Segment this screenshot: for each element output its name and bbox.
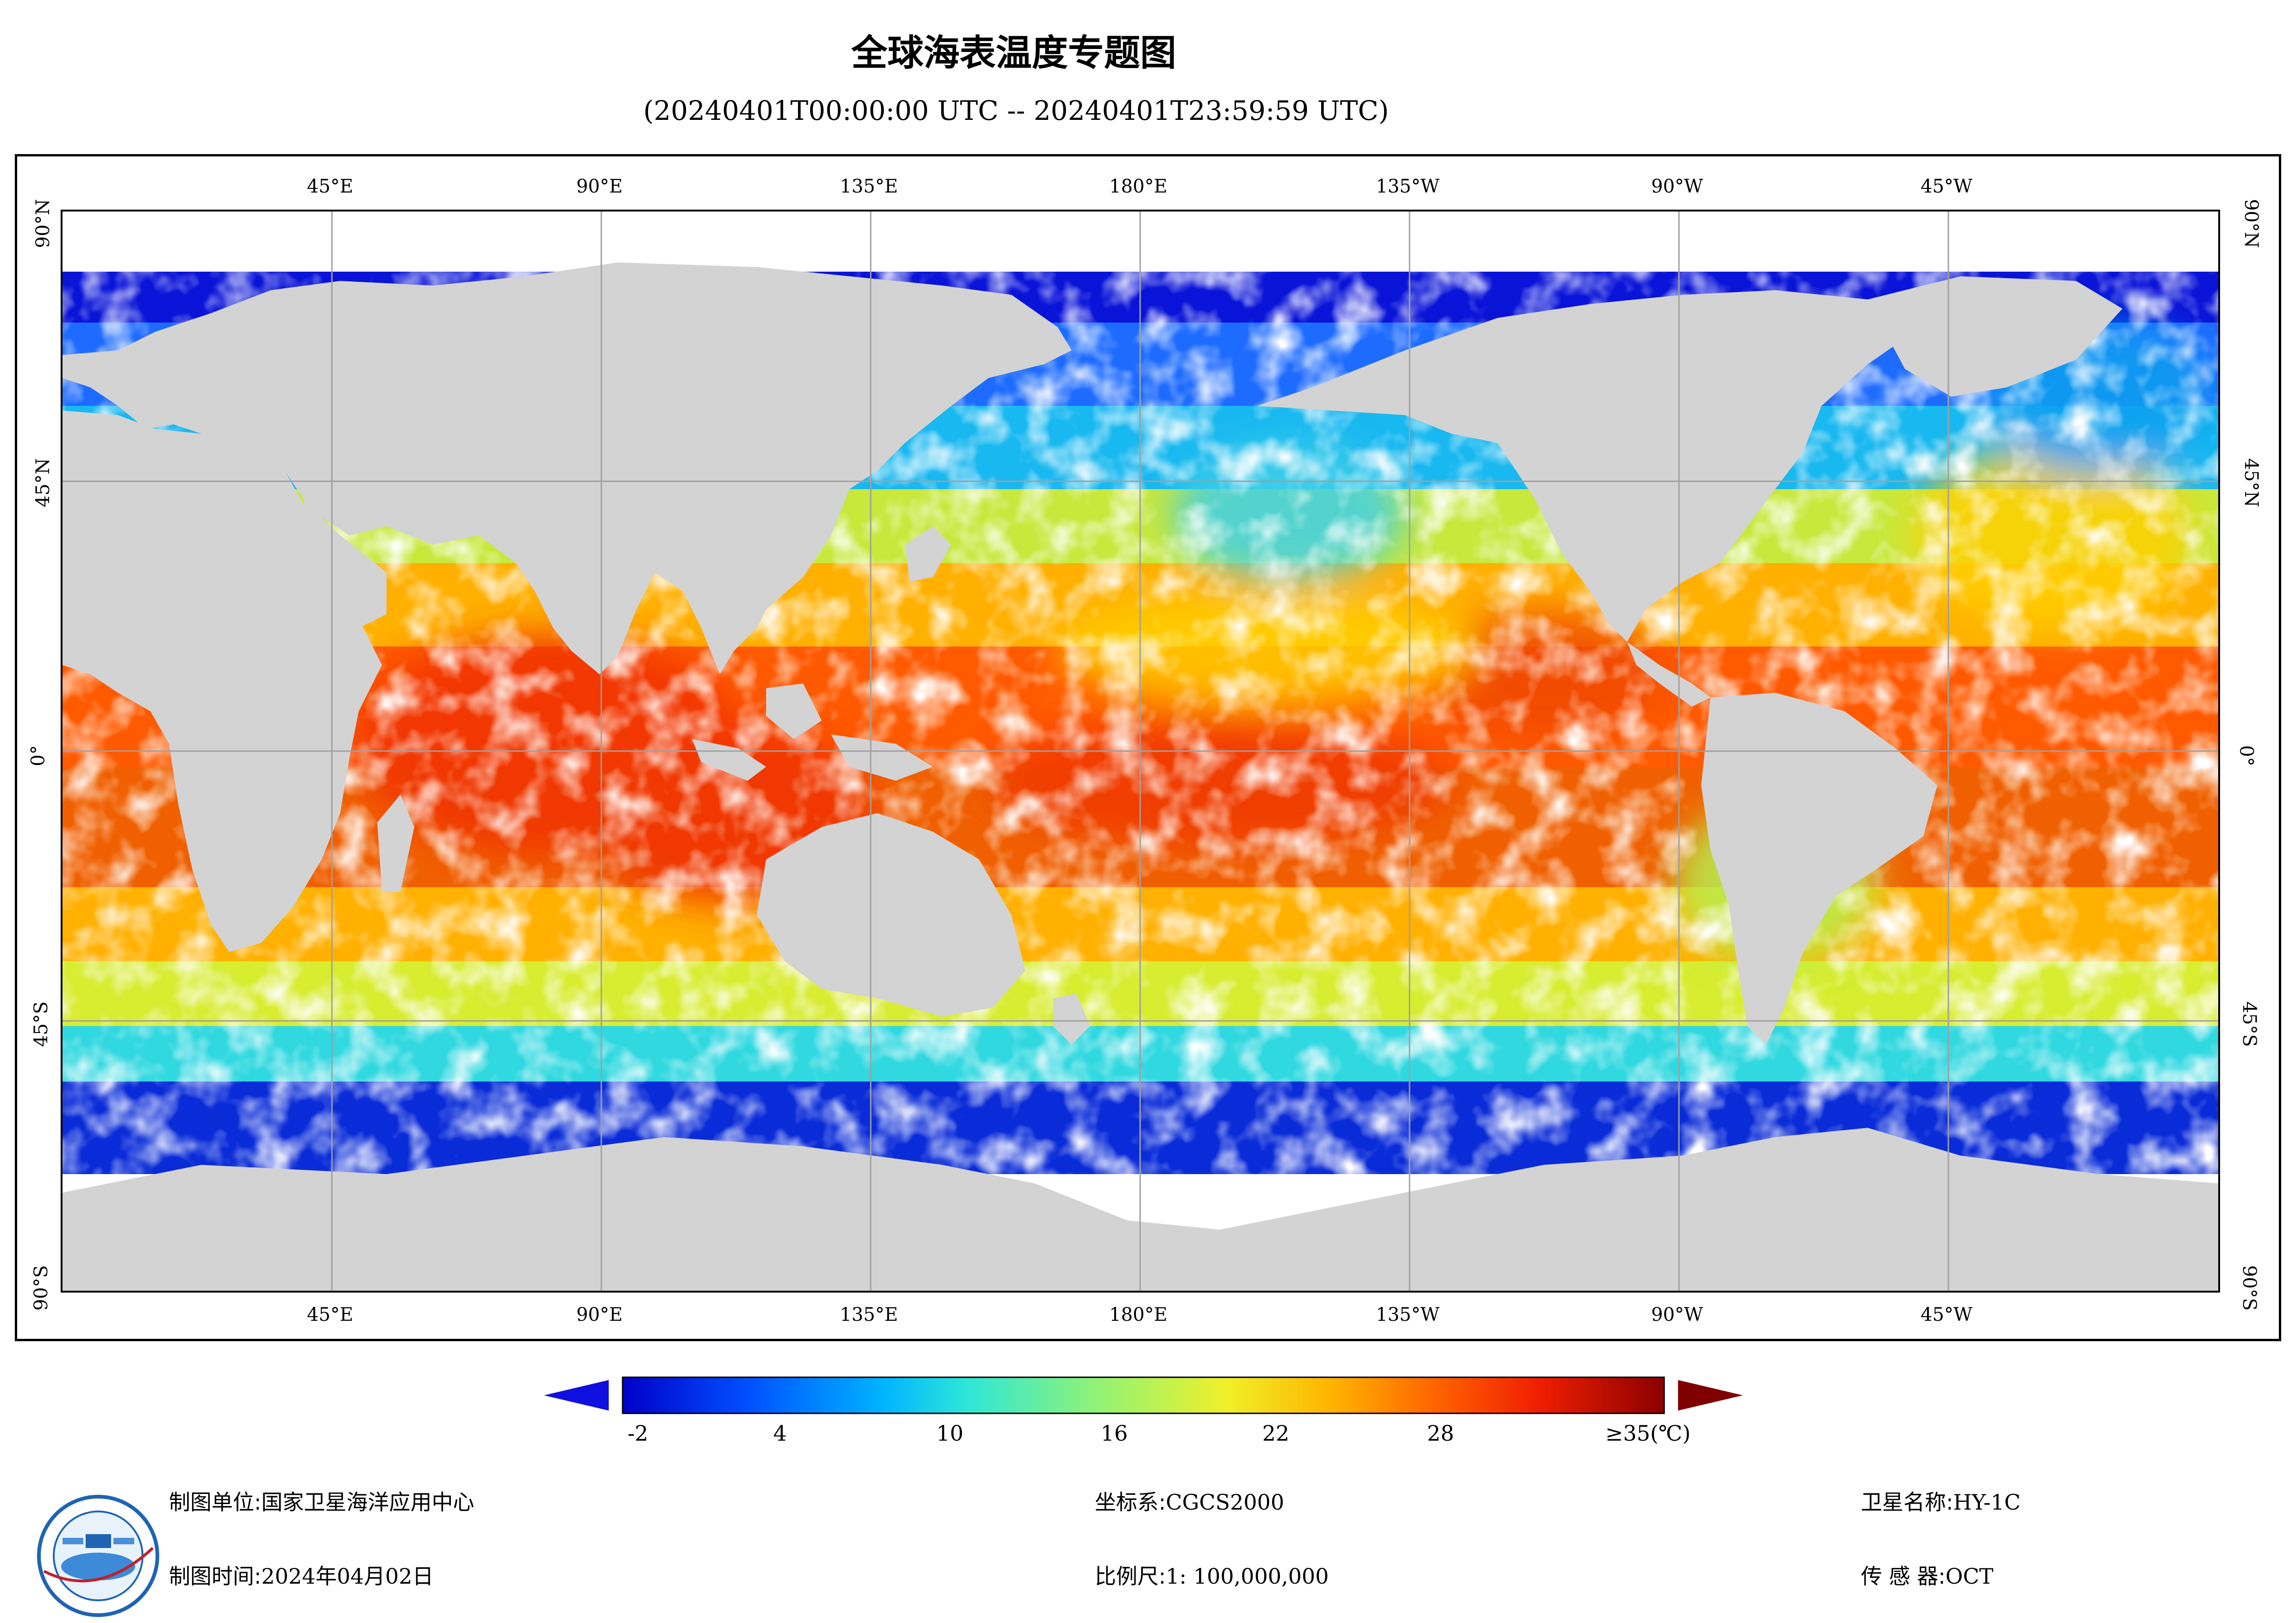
scale-label: 比例尺: — [1095, 1564, 1166, 1589]
colorbar — [544, 1376, 1743, 1414]
coordinate-system: 坐标系:CGCS2000 — [1095, 1486, 1284, 1516]
crs-label: 坐标系: — [1095, 1490, 1166, 1515]
lon-tick-top: 90°E — [576, 176, 623, 197]
colorbar-label: 10 — [936, 1421, 964, 1446]
sst-map — [61, 210, 2220, 1293]
colorbar-labels: -2 4 10 16 22 28 ≥35(℃) — [0, 1421, 2296, 1449]
lon-tick-top: 45°W — [1920, 176, 1973, 197]
lon-tick-top: 135°E — [840, 176, 898, 197]
mapping-time: 制图时间:2024年04月02日 — [169, 1560, 434, 1590]
sensor-label: 传 感 器: — [1861, 1564, 1946, 1589]
colorbar-label: 16 — [1100, 1421, 1128, 1446]
colorbar-over-arrow — [1678, 1380, 1743, 1411]
map-title: 全球海表温度专题图 — [851, 32, 1176, 74]
lat-tick-right: 45°S — [2239, 1001, 2260, 1047]
colorbar-label: -2 — [627, 1421, 649, 1446]
lon-tick-bottom: 135°E — [840, 1304, 898, 1325]
lon-tick-bottom: 45°E — [306, 1304, 354, 1325]
lon-tick-bottom: 90°E — [576, 1304, 623, 1325]
mapping-time-value: 2024年04月02日 — [261, 1564, 434, 1589]
lon-tick-top: 135°W — [1376, 176, 1440, 197]
mapping-unit-value: 国家卫星海洋应用中心 — [261, 1490, 474, 1515]
mapping-unit: 制图单位:国家卫星海洋应用中心 — [169, 1486, 474, 1516]
lon-tick-bottom: 45°W — [1920, 1304, 1973, 1325]
mapping-time-label: 制图时间: — [169, 1564, 262, 1589]
graticule — [62, 211, 2218, 1291]
lon-tick-top: 90°W — [1651, 176, 1703, 197]
lon-tick-top: 45°E — [306, 176, 354, 197]
crs-value: CGCS2000 — [1166, 1490, 1285, 1515]
mapping-unit-label: 制图单位: — [169, 1490, 262, 1515]
colorbar-legend — [544, 1374, 1743, 1430]
lon-tick-bottom: 180°E — [1109, 1304, 1167, 1325]
sst-map-canvas — [62, 211, 2218, 1291]
lat-tick-right: 90°S — [2239, 1265, 2260, 1311]
colorbar-label: ≥35(℃) — [1605, 1421, 1691, 1446]
colorbar-label: 4 — [773, 1421, 787, 1446]
lat-tick-right: 90°N — [2240, 199, 2262, 248]
satellite-name: 卫星名称:HY-1C — [1861, 1486, 2021, 1516]
lon-tick-bottom: 90°W — [1651, 1304, 1703, 1325]
lat-tick-left: 45°S — [31, 1001, 52, 1047]
lat-tick-left: 90°N — [32, 199, 54, 248]
satellite-label: 卫星名称: — [1861, 1490, 1953, 1515]
lon-tick-bottom: 135°W — [1376, 1304, 1440, 1325]
scale-value: 1: 100,000,000 — [1166, 1564, 1329, 1589]
lat-tick-left: 0° — [27, 745, 49, 766]
map-scale: 比例尺:1: 100,000,000 — [1095, 1560, 1329, 1590]
sensor-value: OCT — [1945, 1564, 1994, 1589]
lat-tick-left: 90°S — [31, 1265, 52, 1311]
lon-tick-top: 180°E — [1109, 176, 1167, 197]
map-outer-frame — [15, 154, 2281, 1341]
colorbar-under-arrow — [544, 1380, 609, 1411]
colorbar-label: 28 — [1427, 1421, 1454, 1446]
lat-tick-left: 45°N — [32, 458, 54, 507]
agency-logo — [37, 1495, 159, 1617]
lat-tick-right: 45°N — [2240, 458, 2262, 507]
time-range-subtitle: (20240401T00:00:00 UTC -- 20240401T23:59… — [643, 95, 1389, 126]
colorbar-label: 22 — [1262, 1421, 1290, 1446]
colorbar-gradient — [622, 1376, 1665, 1414]
sensor-name: 传 感 器:OCT — [1861, 1560, 1993, 1590]
satellite-value: HY-1C — [1953, 1490, 2021, 1515]
lat-tick-right: 0° — [2235, 745, 2257, 766]
